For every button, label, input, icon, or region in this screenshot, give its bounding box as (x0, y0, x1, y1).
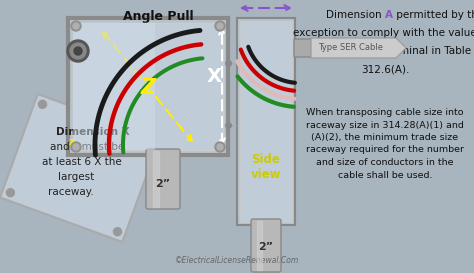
FancyBboxPatch shape (146, 149, 180, 209)
Bar (0, 94, 160, 242)
Text: A: A (258, 0, 273, 4)
Text: 2”: 2” (258, 242, 273, 253)
Circle shape (70, 43, 86, 59)
Polygon shape (311, 38, 406, 58)
Text: Z: Z (140, 78, 155, 98)
Bar (73, 23, 223, 150)
Text: raceway.: raceway. (48, 188, 94, 197)
Text: z: z (68, 136, 74, 147)
Text: Side
view: Side view (251, 153, 281, 181)
Text: Angle Pull: Angle Pull (123, 10, 193, 23)
Text: for one wire per terminal in Table: for one wire per terminal in Table (299, 46, 472, 56)
Circle shape (215, 142, 225, 152)
Text: Dimension: Dimension (326, 10, 385, 20)
Bar (240, 21, 292, 222)
Circle shape (215, 21, 225, 31)
Text: A: A (385, 10, 393, 20)
Circle shape (113, 228, 121, 236)
Text: Type SER Cable: Type SER Cable (319, 43, 383, 52)
Circle shape (71, 21, 81, 31)
Bar (68, 18, 228, 155)
Bar (153, 151, 159, 207)
Text: 2”: 2” (155, 179, 171, 189)
FancyBboxPatch shape (294, 39, 314, 57)
Circle shape (6, 189, 14, 197)
Circle shape (73, 23, 79, 29)
Text: ©ElectricalLicenseRenewal.Com: ©ElectricalLicenseRenewal.Com (175, 256, 299, 265)
Circle shape (217, 23, 223, 29)
FancyBboxPatch shape (251, 219, 281, 272)
Circle shape (67, 40, 89, 62)
Text: largest: largest (58, 172, 95, 182)
Text: and z must be: and z must be (50, 142, 125, 152)
Text: permitted by the: permitted by the (393, 10, 474, 20)
Circle shape (74, 47, 82, 55)
Bar (237, 18, 295, 225)
Bar (257, 221, 262, 270)
Text: X: X (207, 67, 221, 86)
Circle shape (38, 100, 46, 108)
Circle shape (71, 142, 81, 152)
Text: exception to comply with the value: exception to comply with the value (293, 28, 474, 38)
Circle shape (73, 144, 79, 150)
Circle shape (146, 139, 154, 147)
Text: Dimension X: Dimension X (56, 127, 130, 137)
Bar (73, 23, 155, 150)
Text: at least 6 X the: at least 6 X the (42, 157, 122, 167)
Circle shape (217, 144, 223, 150)
Text: When transposing cable size into
raceway size in 314.28(A)(1) and
(A)(2), the mi: When transposing cable size into raceway… (306, 108, 464, 180)
Text: 312.6(A).: 312.6(A). (361, 64, 409, 74)
